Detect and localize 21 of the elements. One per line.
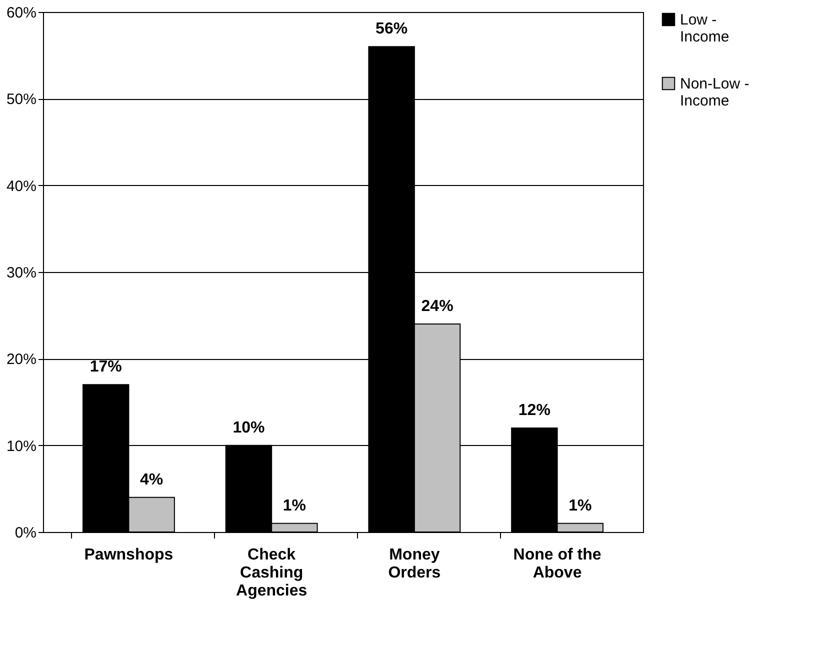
y-tick-label: 60% <box>6 4 36 22</box>
y-tick-label: 20% <box>6 351 36 368</box>
y-tick-label: 30% <box>6 264 36 282</box>
data-label: 4% <box>140 471 164 488</box>
data-label: 12% <box>518 402 550 419</box>
x-tick-label: Money Orders <box>388 546 441 582</box>
y-tick-label: 50% <box>6 91 36 108</box>
data-label: 24% <box>421 298 454 315</box>
legend-label: Low - Income <box>680 12 730 46</box>
x-tick-label: Pawnshops <box>84 546 174 564</box>
data-label: 1% <box>568 497 592 514</box>
y-tick-label: 10% <box>6 438 36 455</box>
legend-label: Non-Low - Income <box>680 76 750 110</box>
y-tick-label: 40% <box>6 178 36 195</box>
data-label: 10% <box>232 419 265 436</box>
x-tick-label: None of the Above <box>513 546 602 582</box>
y-tick-label: 0% <box>14 524 36 542</box>
data-label: 17% <box>90 358 122 376</box>
data-label: 56% <box>376 20 408 38</box>
data-label: 1% <box>282 497 306 514</box>
x-tick-label: Check Cashing Agencies <box>236 546 308 600</box>
